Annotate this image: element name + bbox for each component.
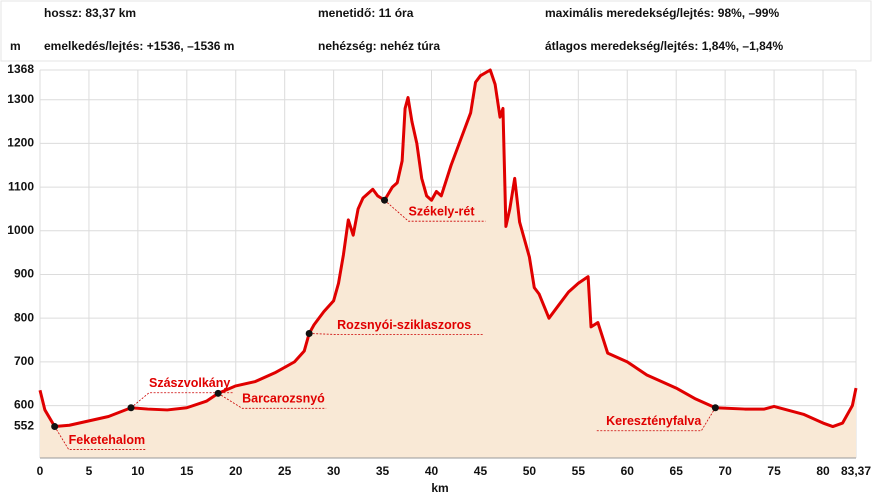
info: átlagos meredekség/lejtés: 1,84%, –1,84%: [545, 39, 783, 53]
info: hossz: 83,37 km: [44, 6, 136, 20]
x-tick-label: 5: [86, 464, 93, 478]
x-axis-label: km: [431, 481, 448, 495]
x-tick-label: 25: [278, 464, 292, 478]
leader-line: [54, 426, 146, 450]
waypoint-label: Székely-rét: [409, 205, 476, 219]
y-tick-label: 1100: [8, 179, 34, 193]
x-tick-label: 70: [718, 464, 732, 478]
x-tick-label: 55: [572, 464, 586, 478]
y-tick-label: 900: [14, 267, 34, 281]
x-tick-label: 83,37: [841, 464, 871, 478]
y-axis-label: m: [10, 39, 21, 53]
y-tick-label: 700: [14, 354, 34, 368]
y-tick-label: 800: [14, 310, 34, 324]
waypoint: [305, 329, 313, 337]
leader-line: [384, 199, 486, 222]
x-tick-label: 80: [816, 464, 830, 478]
x-tick-label: 50: [523, 464, 537, 478]
y-tick-label: 1368: [7, 62, 34, 76]
y-tick-label: 552: [14, 419, 34, 433]
waypoint: [127, 404, 135, 412]
x-tick-label: 10: [131, 464, 145, 478]
leader-line: [596, 407, 716, 432]
waypoint-label: Barcarozsnyó: [242, 392, 325, 406]
x-tick-label: 15: [180, 464, 194, 478]
elevation-line: [38, 68, 858, 429]
x-tick-label: 30: [327, 464, 341, 478]
waypoint-label: Szászvolkány: [149, 376, 230, 390]
waypoint-label: Feketehalom: [69, 433, 145, 447]
y-tick-label: 600: [14, 398, 34, 412]
x-tick-label: 75: [767, 464, 781, 478]
x-tick-label: 65: [670, 464, 684, 478]
waypoint-label: Rozsnyói-sziklaszoros: [337, 318, 471, 332]
waypoint: [711, 404, 719, 412]
waypoint-label: Keresztényfalva: [606, 414, 702, 428]
info: emelkedés/lejtés: +1536, –1536 m: [44, 39, 234, 53]
waypoint: [381, 196, 389, 204]
waypoint: [51, 423, 59, 431]
y-tick-label: 1300: [7, 92, 34, 106]
x-tick-label: 20: [229, 464, 243, 478]
leader-line: [217, 392, 327, 409]
x-tick-label: 45: [474, 464, 488, 478]
x-tick-label: 40: [425, 464, 439, 478]
info-box: [0, 0, 872, 62]
x-tick-label: 35: [376, 464, 390, 478]
info: menetidő: 11 óra: [318, 6, 414, 20]
info: nehézség: nehéz túra: [318, 39, 440, 53]
y-tick-label: 1200: [7, 136, 34, 150]
y-tick-label: 1000: [7, 223, 34, 237]
waypoint: [214, 389, 222, 397]
x-tick-label: 60: [621, 464, 635, 478]
leader-line: [130, 392, 234, 409]
leader-line: [309, 333, 485, 335]
info: maximális meredekség/lejtés: 98%, –99%: [545, 6, 779, 20]
x-tick-label: 0: [37, 464, 44, 478]
area: [40, 70, 856, 458]
